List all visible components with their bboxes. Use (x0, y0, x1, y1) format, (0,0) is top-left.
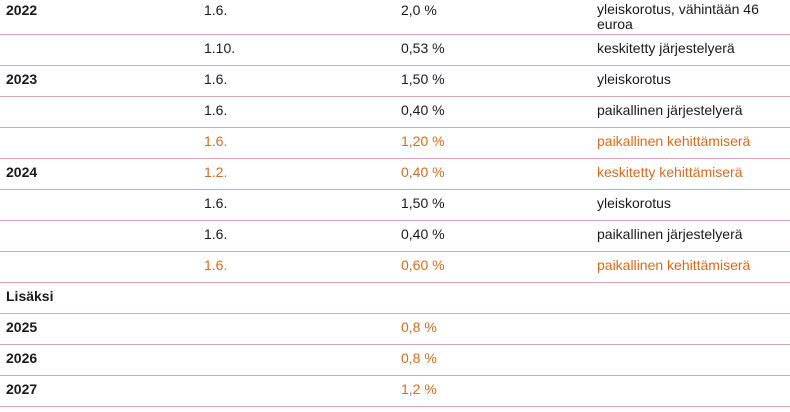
date-cell: 1.6. (196, 0, 391, 35)
date-cell (196, 375, 391, 407)
percent-cell (391, 282, 589, 314)
table-row: 2025 0,8 % (0, 313, 790, 345)
percent-cell: 1,50 % (391, 189, 589, 221)
year-cell (0, 189, 196, 221)
year-cell (0, 34, 196, 66)
table-row: 2022 1.6. 2,0 % yleiskorotus, vähintään … (0, 0, 790, 35)
percent-cell: 1,2 % (391, 375, 589, 407)
date-cell: 1.6. (196, 127, 391, 159)
percent-cell: 1,20 % (391, 127, 589, 159)
date-cell: 1.6. (196, 65, 391, 97)
table-row: 1.6. 0,40 % paikallinen järjestelyerä (0, 96, 790, 128)
description-cell (589, 375, 790, 407)
table-row: 1.6. 1,50 % yleiskorotus (0, 189, 790, 221)
description-cell: keskitetty kehittämiserä (589, 158, 790, 190)
date-cell (196, 344, 391, 376)
date-cell: 1.10. (196, 34, 391, 66)
date-cell: 1.6. (196, 96, 391, 128)
year-cell (0, 96, 196, 128)
table-row: 1.10. 0,53 % keskitetty järjestelyerä (0, 34, 790, 66)
table-row: 1.6. 1,20 % paikallinen kehittämiserä (0, 127, 790, 159)
percent-cell: 0,8 % (391, 344, 589, 376)
date-cell (196, 282, 391, 314)
description-cell (589, 313, 790, 345)
date-cell: 1.6. (196, 220, 391, 252)
description-cell: keskitetty järjestelyerä (589, 34, 790, 66)
description-cell: yleiskorotus (589, 65, 790, 97)
percent-cell: 2,0 % (391, 0, 589, 35)
percent-cell: 0,40 % (391, 96, 589, 128)
description-cell: paikallinen kehittämiserä (589, 127, 790, 159)
table-row: 2026 0,8 % (0, 344, 790, 376)
table-row: 1.6. 0,40 % paikallinen järjestelyerä (0, 220, 790, 252)
percent-cell: 0,40 % (391, 220, 589, 252)
table-row: 2023 1.6. 1,50 % yleiskorotus (0, 65, 790, 97)
description-cell: paikallinen järjestelyerä (589, 220, 790, 252)
year-cell: 2025 (0, 313, 196, 345)
description-cell: yleiskorotus, vähintään 46 euroa (589, 0, 790, 35)
year-cell (0, 251, 196, 283)
description-cell (589, 282, 790, 314)
description-cell: yleiskorotus (589, 189, 790, 221)
section-label-cell: Lisäksi (0, 282, 196, 314)
date-cell: 1.6. (196, 189, 391, 221)
table-row: 2027 1,2 % (0, 375, 790, 407)
year-cell: 2023 (0, 65, 196, 97)
year-cell: 2027 (0, 375, 196, 407)
description-cell: paikallinen järjestelyerä (589, 96, 790, 128)
year-cell (0, 220, 196, 252)
percent-cell: 1,50 % (391, 65, 589, 97)
percent-cell: 0,60 % (391, 251, 589, 283)
table-row: 1.6. 0,60 % paikallinen kehittämiserä (0, 251, 790, 283)
year-cell (0, 127, 196, 159)
date-cell: 1.2. (196, 158, 391, 190)
year-cell: 2026 (0, 344, 196, 376)
table-row: 2024 1.2. 0,40 % keskitetty kehittämiser… (0, 158, 790, 190)
percent-cell: 0,40 % (391, 158, 589, 190)
percent-cell: 0,53 % (391, 34, 589, 66)
date-cell (196, 313, 391, 345)
year-cell: 2024 (0, 158, 196, 190)
description-cell (589, 344, 790, 376)
description-cell: paikallinen kehittämiserä (589, 251, 790, 283)
table-row: Lisäksi (0, 282, 790, 314)
percent-cell: 0,8 % (391, 313, 589, 345)
year-cell: 2022 (0, 0, 196, 35)
date-cell: 1.6. (196, 251, 391, 283)
